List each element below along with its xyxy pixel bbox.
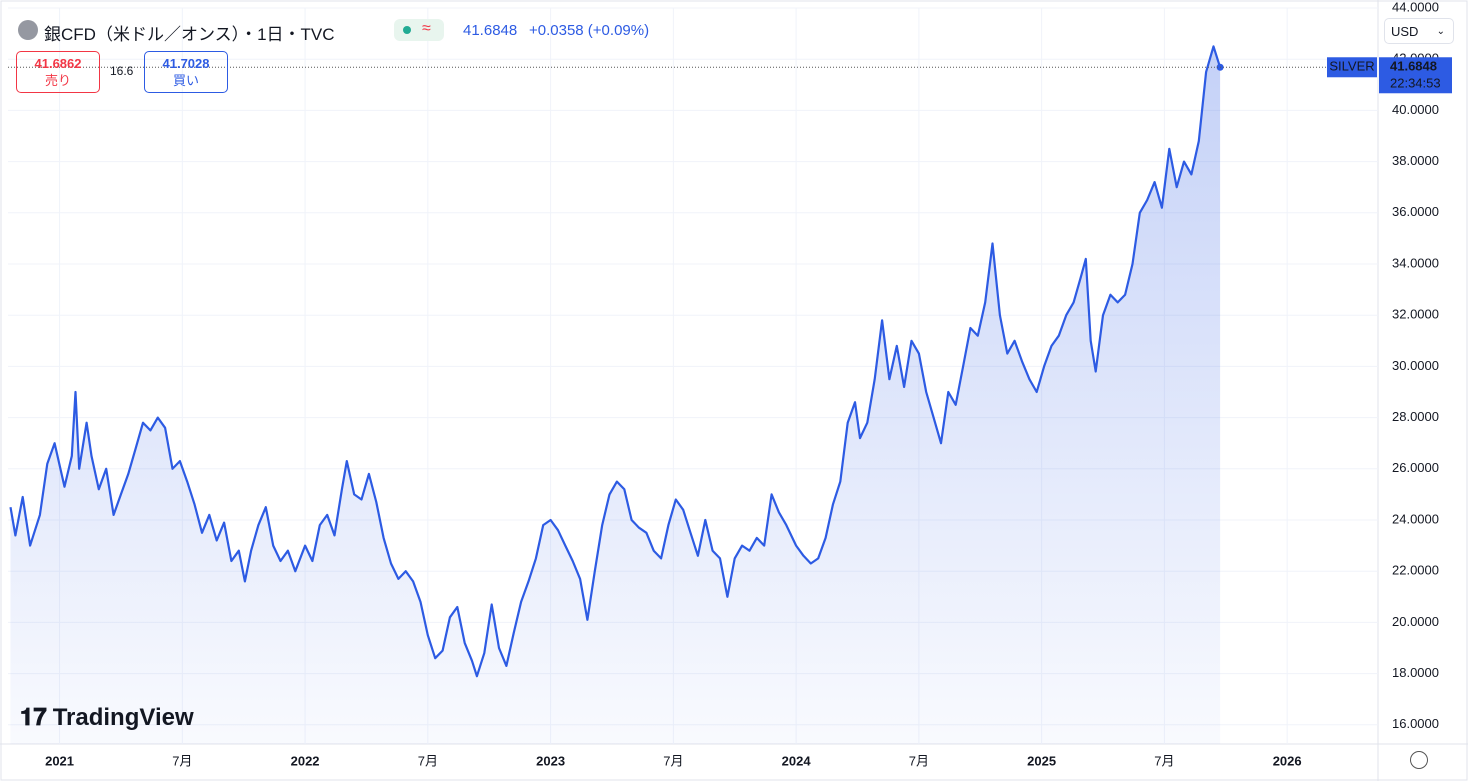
price-tag-timer: 22:34:53 (1390, 76, 1441, 91)
x-tick-label: 2023 (536, 753, 565, 768)
x-tick-label: 7月 (418, 753, 438, 768)
y-tick-label: 36.0000 (1392, 204, 1439, 219)
area (10, 46, 1221, 744)
buy-label: 買い (172, 73, 199, 88)
chart-title: 銀CFD（米ドル／オンス）・1日・TVC (44, 25, 335, 44)
logo-text: TradingView (52, 704, 194, 731)
sell-button[interactable]: 41.6862 売り (16, 51, 100, 93)
price-change: +0.0358 (+0.09%) (529, 22, 650, 39)
logo: 𝟏𝟕 TradingView (20, 704, 194, 731)
y-tick-label: 20.0000 (1392, 614, 1439, 629)
symbol-icon (18, 20, 38, 40)
x-tick-label: 2026 (1273, 753, 1302, 768)
spread: 16.6 (110, 64, 134, 78)
series-name: SILVER (1329, 59, 1374, 74)
y-tick-label: 30.0000 (1392, 358, 1439, 373)
y-tick-label: 44.0000 (1392, 0, 1439, 14)
y-tick-label: 28.0000 (1392, 409, 1439, 424)
status-badge[interactable]: ≈ (394, 19, 444, 41)
x-tick-label: 2022 (291, 753, 320, 768)
y-tick-label: 16.0000 (1392, 716, 1439, 731)
y-tick-label: 40.0000 (1392, 102, 1439, 117)
x-tick-label: 2021 (45, 753, 74, 768)
last-price: 41.6848 (463, 22, 518, 39)
x-tick-label: 2024 (782, 753, 812, 768)
y-tick-label: 24.0000 (1392, 511, 1439, 526)
x-tick-label: 7月 (909, 753, 929, 768)
y-tick-label: 18.0000 (1392, 665, 1439, 680)
x-tick-label: 7月 (663, 753, 683, 768)
currency: USD (1391, 24, 1419, 39)
buy-price: 41.7028 (162, 56, 210, 71)
price-tag-value: 41.6848 (1390, 59, 1437, 74)
settings-icon[interactable] (1410, 751, 1428, 769)
y-tick-label: 22.0000 (1392, 563, 1439, 578)
price-tag (1379, 57, 1452, 94)
sell-label: 売り (44, 73, 71, 88)
x-tick-label: 7月 (1154, 753, 1174, 768)
series-tag (1327, 57, 1377, 78)
sell-price: 41.6862 (34, 56, 82, 71)
x-tick-label: 7月 (172, 753, 192, 768)
currency-select[interactable]: USD ⌄ (1384, 18, 1454, 44)
y-tick-label: 32.0000 (1392, 307, 1439, 322)
line (9, 45, 1222, 678)
y-tick-label: 34.0000 (1392, 255, 1439, 270)
x-tick-label: 2025 (1027, 753, 1056, 768)
buy-button[interactable]: 41.7028 買い (144, 51, 228, 93)
y-tick-label: 38.0000 (1392, 153, 1439, 168)
y-tick-label: 26.0000 (1392, 460, 1439, 475)
